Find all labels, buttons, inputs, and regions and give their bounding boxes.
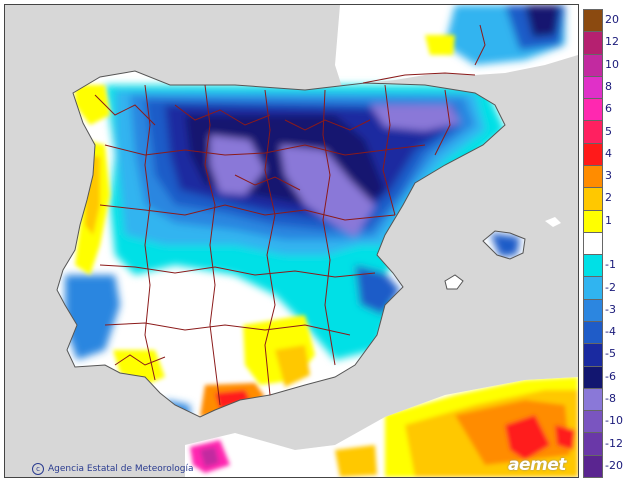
legend-swatch <box>583 165 603 189</box>
legend-label: -6 <box>605 369 616 383</box>
legend-label: 4 <box>605 146 612 160</box>
legend-swatch <box>583 432 603 456</box>
legend-swatch <box>583 410 603 434</box>
legend-label: -3 <box>605 302 616 316</box>
legend-swatch <box>583 53 603 77</box>
legend-swatch <box>583 343 603 367</box>
legend-swatch <box>583 254 603 278</box>
map-svg <box>5 5 578 477</box>
legend-label: 10 <box>605 57 619 71</box>
legend-swatch <box>583 365 603 389</box>
legend-label: 2 <box>605 191 612 205</box>
legend-swatch <box>583 187 603 211</box>
coastlines <box>56 70 526 418</box>
legend-label: 5 <box>605 124 612 138</box>
legend-swatch <box>583 98 603 122</box>
credit-text: Agencia Estatal de Meteorología <box>48 464 194 474</box>
legend-swatch <box>583 142 603 166</box>
legend-swatch <box>583 231 603 256</box>
province-borders <box>94 24 486 406</box>
copyright-icon: c <box>32 463 44 475</box>
legend-label: 1 <box>605 213 612 227</box>
legend-label: -20 <box>605 458 623 472</box>
legend-label: 12 <box>605 35 619 49</box>
temperature-anomaly-map <box>4 4 579 478</box>
legend-label: -2 <box>605 280 616 294</box>
legend-swatch <box>583 209 603 233</box>
legend-swatch <box>583 75 603 100</box>
legend-swatch <box>583 454 603 478</box>
credit-line: c Agencia Estatal de Meteorología <box>32 463 194 475</box>
legend-swatch <box>583 9 603 33</box>
legend-swatch <box>583 120 603 144</box>
legend: 20 12 10 8 6 5 4 3 2 1 -1 -2 -3 -4 -5 -6 -8 -10 -12 -20 <box>583 9 630 479</box>
legend-swatch <box>583 276 603 300</box>
legend-label: -5 <box>605 347 616 361</box>
legend-label: 8 <box>605 80 612 93</box>
legend-label: 3 <box>605 169 612 183</box>
legend-label: -1 <box>605 258 616 272</box>
legend-swatch <box>583 298 603 322</box>
legend-label: -10 <box>605 414 623 428</box>
legend-label: 20 <box>605 13 619 27</box>
legend-label: -8 <box>605 392 616 405</box>
legend-swatch <box>583 31 603 55</box>
legend-label: -12 <box>605 436 623 450</box>
legend-label: 6 <box>605 102 612 116</box>
legend-swatch <box>583 321 603 345</box>
legend-swatch <box>583 387 603 412</box>
aemet-logo: aemet <box>508 455 566 475</box>
legend-label: -4 <box>605 325 616 339</box>
